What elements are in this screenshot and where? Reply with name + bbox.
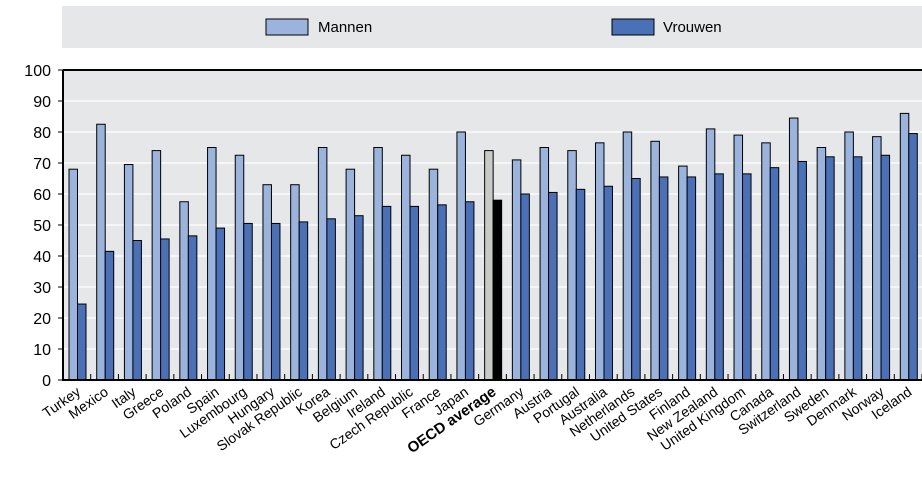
bar-vrouwen <box>437 204 447 381</box>
bar-vrouwen <box>714 173 724 381</box>
bar-mannen <box>290 184 300 381</box>
bar-vrouwen <box>187 235 198 381</box>
bar-mannen <box>733 134 744 381</box>
y-tick-label: 20 <box>33 311 51 328</box>
bar-mannen <box>705 128 716 381</box>
bar-vrouwen <box>880 154 891 381</box>
bar-mannen <box>373 147 383 381</box>
bar-vrouwen <box>409 205 420 381</box>
bar-mannen <box>567 150 577 381</box>
bars <box>68 112 918 381</box>
bar-mannen <box>511 159 522 381</box>
bar-mannen <box>151 150 162 381</box>
legend-swatch-mannen <box>265 18 309 36</box>
legend-label-vrouwen: Vrouwen <box>663 19 722 36</box>
bar-mannen <box>761 142 771 381</box>
bar-mannen <box>68 168 78 381</box>
bar-vrouwen <box>825 156 835 381</box>
bar-vrouwen <box>270 222 281 381</box>
bar-vrouwen <box>603 185 613 381</box>
legend-background <box>62 6 922 48</box>
bar-mannen <box>622 131 633 381</box>
bar-mannen <box>207 147 217 381</box>
y-tick-label: 40 <box>33 249 51 266</box>
bar-vrouwen <box>852 156 863 381</box>
y-tick-label: 30 <box>33 280 51 297</box>
legend: Mannen Vrouwen <box>62 6 922 48</box>
bar-vrouwen <box>132 240 142 381</box>
bar-mannen <box>899 112 910 381</box>
y-tick-label: 80 <box>33 125 51 142</box>
y-tick-label: 60 <box>33 187 51 204</box>
bar-vrouwen <box>520 193 530 381</box>
bar-mannen <box>428 168 439 381</box>
x-axis-labels: TurkeyMexicoItalyGreecePolandSpainLuxemb… <box>39 383 914 457</box>
y-tick-label: 50 <box>33 218 51 235</box>
bar-vrouwen <box>77 303 87 381</box>
bar-mannen <box>96 123 106 381</box>
legend-item-vrouwen: Vrouwen <box>611 18 722 36</box>
bar-mannen <box>345 168 356 381</box>
bar-vrouwen <box>215 227 226 381</box>
y-axis-ticks: 0 10 20 30 40 50 60 70 80 90 100 <box>24 63 63 390</box>
bar-mannen <box>484 150 494 381</box>
bar-mannen <box>788 117 799 381</box>
bar-mannen <box>401 154 411 381</box>
bar-vrouwen <box>104 250 115 381</box>
bar-vrouwen <box>548 191 558 381</box>
legend-swatch-vrouwen <box>611 18 655 36</box>
y-tick-label: 70 <box>33 156 51 173</box>
bar-vrouwen <box>742 173 752 381</box>
bar-vrouwen <box>492 199 503 381</box>
bar-vrouwen <box>686 176 697 381</box>
bar-mannen <box>872 136 882 381</box>
bar-mannen <box>816 147 827 381</box>
bar-mannen <box>317 147 328 381</box>
bar-vrouwen <box>575 188 586 381</box>
bar-vrouwen <box>243 222 253 381</box>
bar-vrouwen <box>464 201 475 381</box>
bar-mannen <box>456 131 466 381</box>
bar-mannen <box>678 165 688 381</box>
bar-vrouwen <box>160 238 170 381</box>
bar-vrouwen <box>298 221 309 381</box>
bar-mannen <box>123 164 134 381</box>
bar-vrouwen <box>908 133 918 381</box>
bar-mannen <box>234 154 245 381</box>
y-tick-label: 100 <box>24 63 51 80</box>
bar-mannen <box>844 131 854 381</box>
bar-vrouwen <box>658 176 669 381</box>
bar-vrouwen <box>381 205 392 381</box>
bar-vrouwen <box>354 215 364 381</box>
bar-vrouwen <box>769 167 780 381</box>
y-tick-label: 90 <box>33 94 51 111</box>
bar-mannen <box>179 201 189 381</box>
bar-mannen <box>594 142 605 381</box>
y-tick-label: 10 <box>33 342 51 359</box>
y-tick-label: 0 <box>42 373 51 390</box>
bar-mannen <box>262 184 272 381</box>
bar-mannen <box>650 140 660 381</box>
bar-vrouwen <box>797 160 807 381</box>
bar-vrouwen <box>631 178 641 381</box>
legend-item-mannen: Mannen <box>265 18 372 36</box>
bar-mannen <box>539 147 550 381</box>
legend-label-mannen: Mannen <box>318 19 372 36</box>
bar-vrouwen <box>326 218 336 381</box>
